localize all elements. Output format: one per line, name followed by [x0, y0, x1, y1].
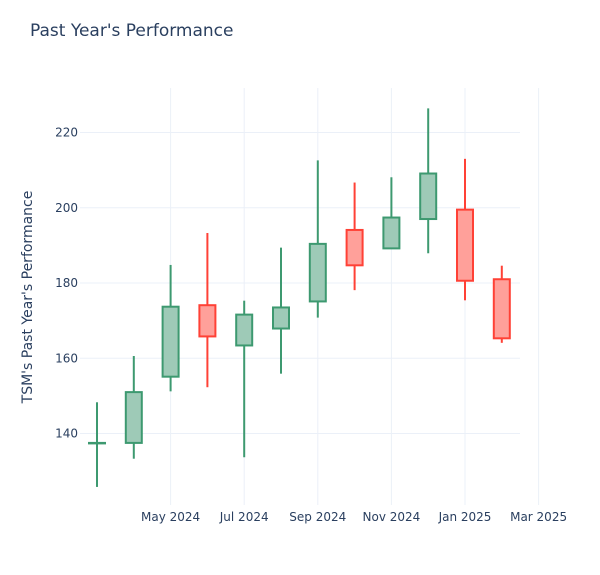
- candle-body: [88, 441, 106, 445]
- candle-body: [161, 305, 180, 378]
- x-tick-label: Jul 2024: [219, 510, 269, 524]
- y-tick-label: 160: [55, 351, 78, 365]
- candle-body: [345, 228, 364, 267]
- candle-decreasing: [456, 158, 474, 301]
- chart-title: Past Year's Performance: [30, 21, 234, 41]
- x-tick-label: May 2024: [141, 510, 200, 524]
- y-tick-label: 140: [55, 427, 78, 441]
- candle-body: [124, 391, 143, 444]
- y-tick-label: 220: [55, 126, 78, 140]
- x-tick-label: Sep 2024: [289, 510, 346, 524]
- y-tick-labels: 140 160 180 200 220: [55, 126, 78, 441]
- candle-body: [492, 278, 511, 340]
- candle-decreasing: [492, 265, 511, 343]
- candle-increasing: [382, 177, 401, 250]
- candle-increasing: [419, 108, 438, 254]
- y-tick-label: 200: [55, 201, 78, 215]
- y-tick-label: 180: [55, 276, 78, 290]
- candle-decreasing: [345, 182, 364, 291]
- candle-body: [456, 208, 474, 282]
- x-tick-label: Nov 2024: [363, 510, 421, 524]
- candle-increasing: [88, 402, 106, 487]
- candles: [88, 108, 511, 487]
- candle-body: [419, 172, 438, 221]
- candle-body: [235, 313, 254, 347]
- candle-body: [272, 306, 290, 330]
- y-axis-title: TSM's Past Year's Performance: [20, 191, 36, 405]
- candle-increasing: [308, 160, 327, 318]
- candle-increasing: [235, 300, 254, 458]
- candle-increasing: [161, 264, 180, 392]
- candle-body: [308, 242, 327, 303]
- x-tick-label: Mar 2025: [510, 510, 567, 524]
- x-tick-labels: May 2024 Jul 2024 Sep 2024 Nov 2024 Jan 2025…: [141, 510, 567, 524]
- candle-body: [382, 216, 401, 250]
- candle-decreasing: [198, 232, 217, 388]
- candle-body: [198, 304, 217, 338]
- candle-increasing: [272, 247, 290, 374]
- candle-increasing: [124, 355, 143, 459]
- x-tick-label: Jan 2025: [438, 510, 492, 524]
